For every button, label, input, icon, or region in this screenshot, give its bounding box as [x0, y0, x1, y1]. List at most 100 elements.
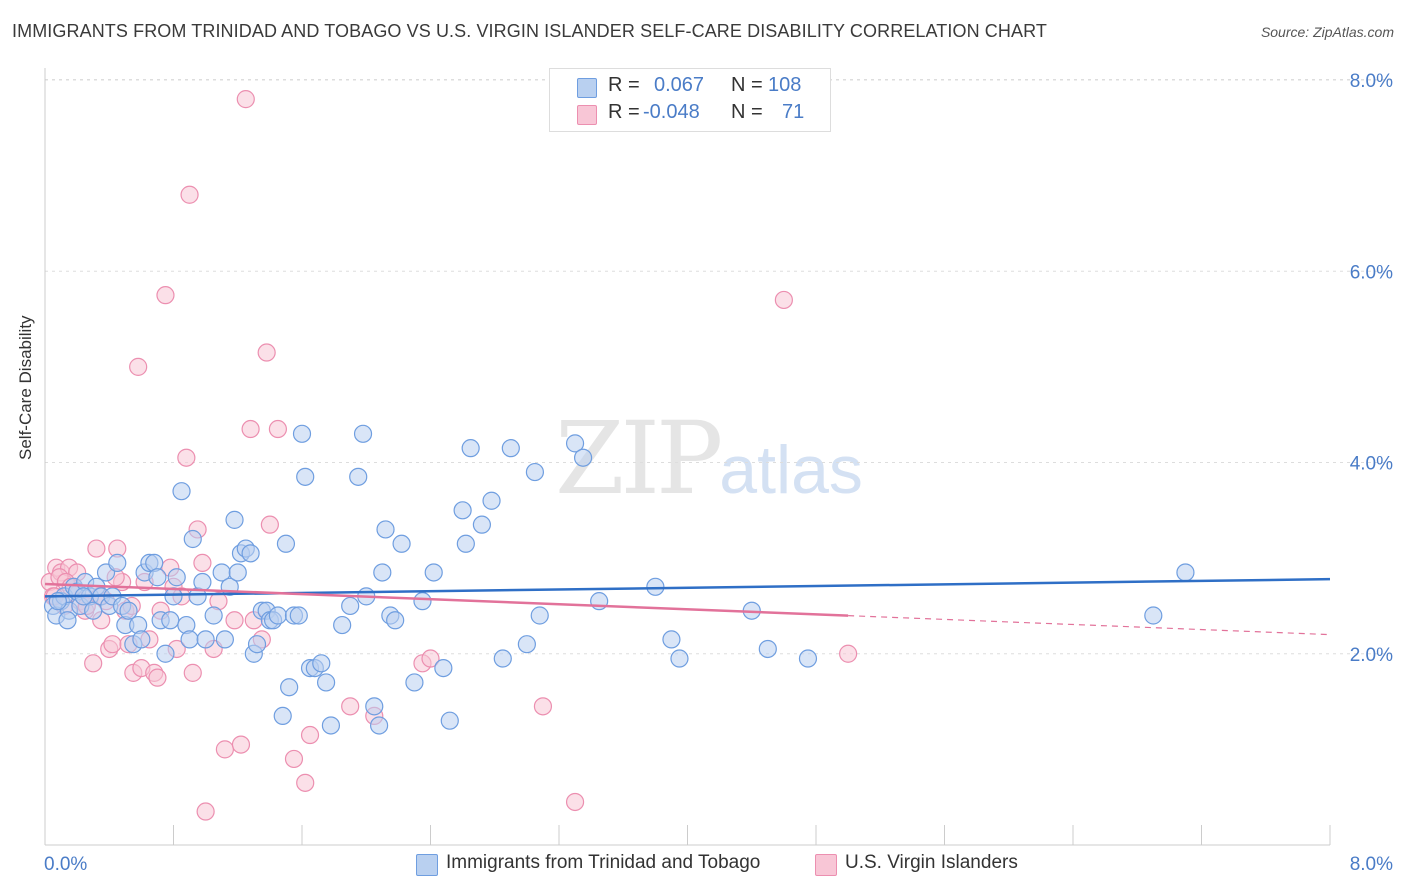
point-trinidad: [193, 572, 212, 592]
legend-r-value: -0.048: [643, 101, 700, 123]
x-tick-label: 8.0%: [1350, 854, 1393, 875]
point-trinidad: [247, 635, 267, 654]
trend-line-extension-pink: [848, 615, 1331, 636]
point-trinidad: [215, 630, 234, 649]
point-trinidad: [349, 467, 368, 486]
point-trinidad: [376, 520, 395, 539]
legend-swatch-blue: [416, 854, 438, 876]
point-virgin-islander: [196, 802, 215, 821]
point-virgin-islander: [87, 539, 106, 558]
point-trinidad: [341, 596, 360, 616]
tick-labels: 2.0% 4.0% 6.0% 8.0% 0.0% 8.0%: [44, 71, 1393, 875]
point-virgin-islander: [260, 515, 279, 534]
legend-r-value: 0.067: [654, 74, 705, 96]
point-trinidad: [530, 606, 549, 625]
y-tick-label: 4.0%: [1350, 454, 1393, 475]
point-virgin-islander: [839, 644, 858, 663]
point-trinidad: [180, 630, 199, 649]
point-virgin-islander: [103, 635, 122, 654]
point-trinidad: [1144, 606, 1163, 625]
legend-n-value: 71: [782, 101, 805, 123]
point-trinidad: [392, 534, 411, 553]
legend-swatch-pink: [577, 105, 597, 125]
point-trinidad: [373, 563, 392, 582]
point-virgin-islander: [225, 611, 244, 630]
point-trinidad: [1176, 563, 1195, 582]
correlation-legend: R = 0.067 N = 108 R = -0.048 N = 71: [549, 68, 831, 132]
point-trinidad: [289, 606, 308, 625]
point-trinidad: [472, 515, 491, 534]
point-trinidad: [280, 678, 299, 697]
point-trinidad: [453, 501, 472, 520]
source-label: Source: ZipAtlas.com: [1260, 24, 1394, 40]
point-trinidad: [228, 563, 247, 582]
point-trinidad: [565, 434, 585, 453]
point-virgin-islander: [231, 735, 251, 754]
legend-swatch-pink: [815, 854, 837, 876]
point-virgin-islander: [421, 649, 440, 668]
point-trinidad: [58, 611, 77, 630]
point-virgin-islander: [284, 749, 304, 769]
point-virgin-islander: [341, 697, 360, 716]
trend-lines: [44, 577, 1331, 636]
point-trinidad: [108, 553, 127, 573]
point-virgin-islander: [180, 185, 199, 204]
point-virgin-islander: [774, 290, 793, 310]
point-trinidad: [172, 482, 191, 501]
point-trinidad: [292, 424, 312, 443]
point-virgin-islander: [84, 654, 103, 673]
point-trinidad: [312, 654, 331, 673]
point-trinidad: [493, 649, 512, 668]
point-virgin-islander: [300, 725, 320, 745]
point-trinidad: [276, 534, 296, 553]
point-trinidad: [183, 529, 202, 549]
point-trinidad: [670, 649, 689, 668]
point-trinidad: [119, 601, 138, 620]
legend-label-series1: Immigrants from Trinidad and Tobago: [446, 852, 761, 873]
point-trinidad: [517, 635, 536, 654]
point-virgin-islander: [533, 697, 553, 716]
legend-swatch-blue: [577, 78, 597, 98]
point-trinidad: [434, 658, 453, 678]
axes: [44, 68, 1331, 846]
legend-n-label: N =: [731, 101, 763, 123]
point-trinidad: [321, 716, 341, 735]
point-virgin-islander: [129, 357, 148, 376]
point-trinidad: [798, 649, 818, 668]
point-trinidad: [482, 491, 501, 510]
point-virgin-islander: [177, 448, 196, 467]
trend-line-pink: [44, 582, 849, 617]
watermark-atlas: atlas: [719, 432, 863, 508]
y-tick-label: 8.0%: [1350, 71, 1393, 92]
point-trinidad: [405, 673, 424, 692]
point-virgin-islander: [183, 663, 202, 682]
point-trinidad: [148, 568, 167, 587]
point-trinidad: [353, 424, 373, 443]
y-tick-label: 6.0%: [1350, 262, 1393, 283]
point-trinidad: [365, 697, 384, 716]
point-trinidad: [268, 606, 288, 625]
point-trinidad: [758, 639, 777, 659]
legend-n-label: N =: [731, 74, 763, 96]
point-virgin-islander: [268, 419, 288, 439]
point-trinidad: [424, 563, 443, 582]
point-trinidad: [316, 673, 336, 692]
point-trinidad: [440, 711, 459, 730]
point-trinidad: [386, 611, 405, 630]
legend-row-pink: R = -0.048 N = 71: [550, 101, 830, 127]
point-virgin-islander: [296, 773, 315, 792]
point-virgin-islander: [148, 668, 167, 687]
y-tick-label: 2.0%: [1350, 645, 1393, 666]
point-trinidad: [456, 534, 475, 553]
data-points: [40, 90, 1195, 821]
legend-r-label: R =: [608, 74, 640, 96]
point-virgin-islander: [241, 419, 260, 439]
point-trinidad: [241, 544, 260, 563]
point-virgin-islander: [156, 286, 175, 305]
legend-row-blue: R = 0.067 N = 108: [550, 74, 830, 100]
point-trinidad: [204, 606, 223, 625]
point-trinidad: [370, 716, 389, 735]
y-axis-label: Self-Care Disability: [16, 315, 35, 460]
point-trinidad: [525, 462, 545, 482]
